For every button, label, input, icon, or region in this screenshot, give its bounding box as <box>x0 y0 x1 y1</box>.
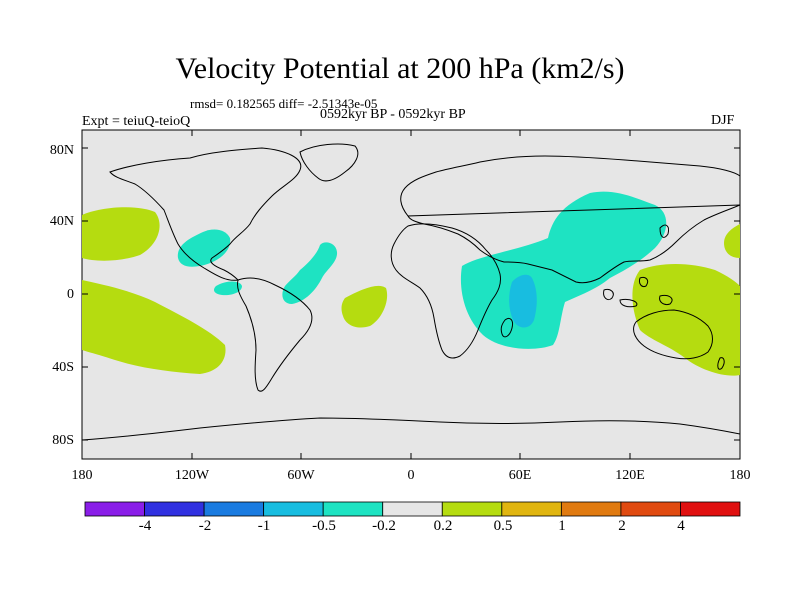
lon-label-60e: 60E <box>508 468 532 483</box>
colorbar-label: -1 <box>257 518 271 534</box>
colorbar-box <box>560 501 622 517</box>
experiment-label: Expt = teiuQ-teioQ <box>82 114 191 129</box>
coastlines <box>81 143 741 441</box>
colorbar-box <box>382 501 443 517</box>
colorbar-label: 1 <box>558 518 566 534</box>
anomaly-shading <box>82 191 740 376</box>
lat-label-80s: 80S <box>52 433 74 448</box>
positive-region-north-pacific <box>82 207 160 261</box>
colorbar-label: -4 <box>138 518 152 534</box>
period-label: 0592kyr BP - 0592kyr BP <box>320 107 466 122</box>
colorbar-label: 0.5 <box>493 518 513 534</box>
colorbar-label: -0.5 <box>312 518 336 534</box>
lat-label-80n: 80N <box>49 143 74 158</box>
lon-label-180w: 180 <box>71 468 93 483</box>
lon-label-120w: 120W <box>174 468 210 483</box>
colorbar-box <box>84 501 145 517</box>
lat-label-40s: 40S <box>52 360 74 375</box>
lat-label-0: 0 <box>67 287 74 302</box>
coastline-south-america <box>237 277 313 392</box>
colorbar-box <box>322 501 384 517</box>
colorbar-box <box>680 501 741 517</box>
negative-region-north-atlantic <box>282 242 338 304</box>
positive-region-north-pacific-east <box>724 224 740 258</box>
colorbar-box <box>620 501 681 517</box>
colorbar-label: -0.2 <box>372 518 396 534</box>
stats-text: rmsd= 0.182565 diff= -2.51343e-05 <box>190 96 378 111</box>
colorbar-box <box>203 501 265 517</box>
axis-ticks <box>81 130 741 459</box>
lon-label-0: 0 <box>407 468 415 483</box>
map-title: Velocity Potential at 200 hPa (km2/s) <box>175 52 625 85</box>
coastline-europe-asia <box>400 155 741 284</box>
colorbar <box>84 501 741 517</box>
coastline-madagascar <box>500 317 513 338</box>
coastline-new-zealand <box>717 357 725 370</box>
positive-region-south-atlantic <box>341 285 388 328</box>
colorbar-box <box>441 501 503 517</box>
lat-label-40n: 40N <box>49 214 74 229</box>
positive-region-maritime-continent <box>632 264 740 376</box>
colorbar-box <box>144 501 205 517</box>
colorbar-label: -2 <box>198 518 212 534</box>
season-label: DJF <box>711 113 735 128</box>
lon-label-180e: 180 <box>729 468 751 483</box>
positive-region-south-pacific <box>82 280 226 374</box>
coastline-north-america <box>109 147 302 281</box>
coastline-australia <box>633 309 713 360</box>
colorbar-box <box>501 501 562 517</box>
coastline-maritime-islands <box>603 277 673 308</box>
coastline-antarctica <box>81 417 741 441</box>
colorbar-label: 0.2 <box>433 518 453 534</box>
negative-region-east-pacific <box>214 281 242 296</box>
coastline-japan <box>659 224 669 238</box>
colorbar-box <box>263 501 324 517</box>
coastline-africa <box>390 223 501 359</box>
strong-negative-region-indian-ocean <box>509 274 537 328</box>
plot-area <box>81 129 741 460</box>
coastline-greenland <box>299 143 359 182</box>
negative-region-central-america <box>177 229 231 267</box>
colorbar-label: 2 <box>618 518 626 534</box>
colorbar-label: 4 <box>677 518 685 534</box>
lon-label-120e: 120E <box>615 468 645 483</box>
lon-label-60w: 60W <box>287 468 315 483</box>
